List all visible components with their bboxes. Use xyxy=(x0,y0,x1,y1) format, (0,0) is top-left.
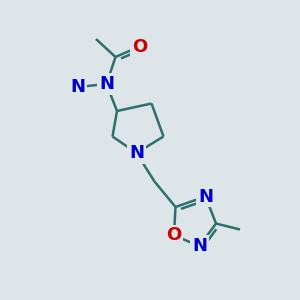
Text: O: O xyxy=(167,226,182,244)
Text: O: O xyxy=(132,38,147,56)
Text: N: N xyxy=(192,237,207,255)
Text: N: N xyxy=(129,144,144,162)
Text: N: N xyxy=(70,78,86,96)
Text: N: N xyxy=(99,75,114,93)
Text: N: N xyxy=(198,188,213,206)
